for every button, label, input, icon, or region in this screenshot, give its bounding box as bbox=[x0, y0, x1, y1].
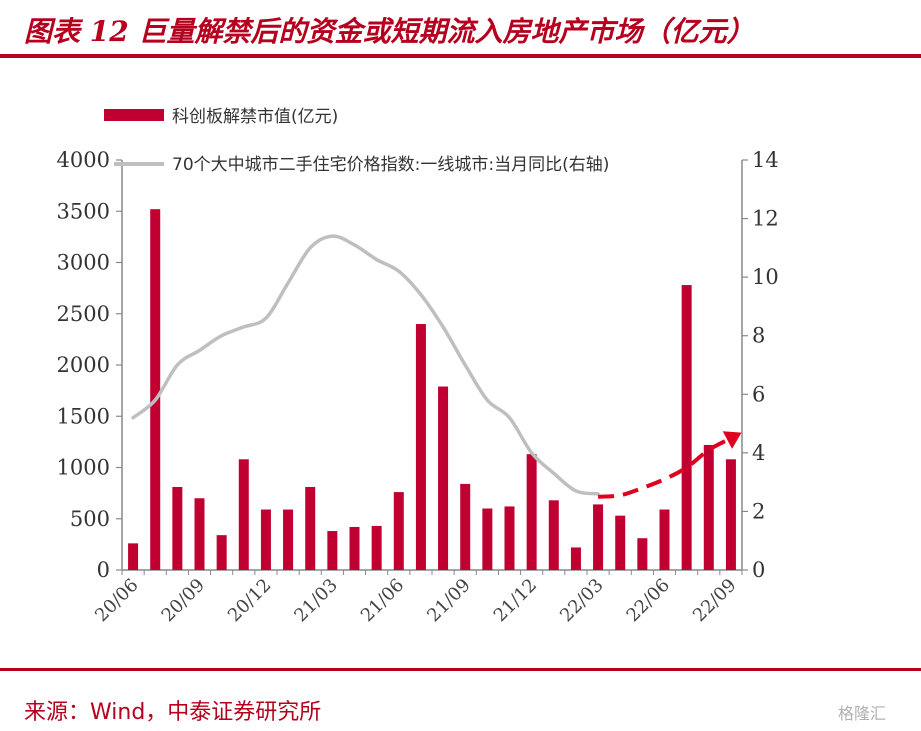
y-tick-label-left: 500 bbox=[70, 507, 110, 531]
y-tick-label-left: 2000 bbox=[57, 353, 110, 377]
legend-label-line: 70个大中城市二手住宅价格指数:一线城市:当月同比(右轴) bbox=[172, 155, 609, 175]
x-tick-label: 22/09 bbox=[689, 575, 741, 627]
bar bbox=[349, 526, 360, 570]
x-tick-label: 21/09 bbox=[423, 575, 475, 627]
bar bbox=[593, 504, 604, 570]
x-tick-label: 20/06 bbox=[91, 575, 143, 627]
bar bbox=[283, 509, 294, 570]
x-tick-label: 21/06 bbox=[357, 575, 409, 627]
bar bbox=[615, 515, 626, 570]
bar bbox=[637, 538, 648, 570]
y-tick-label-left: 3000 bbox=[57, 251, 110, 275]
y-tick-label-left: 1500 bbox=[57, 404, 110, 428]
bottom-rule bbox=[0, 668, 921, 671]
bar bbox=[305, 486, 316, 570]
bar bbox=[570, 547, 581, 570]
bar bbox=[371, 525, 382, 570]
bar bbox=[703, 444, 714, 570]
legend-swatch-bar bbox=[104, 109, 164, 121]
bar bbox=[216, 535, 227, 570]
y-tick-label-left: 1000 bbox=[57, 456, 110, 480]
title-bar: 图表 12 巨量解禁后的资金或短期流入房地产市场（亿元） bbox=[0, 0, 921, 58]
y-tick-label-right: 14 bbox=[752, 148, 779, 172]
bar bbox=[194, 498, 205, 570]
y-tick-label-right: 4 bbox=[752, 441, 765, 465]
y-tick-label-right: 8 bbox=[752, 324, 765, 348]
bar bbox=[150, 209, 161, 570]
y-tick-label-left: 0 bbox=[97, 558, 110, 582]
bar bbox=[238, 459, 249, 570]
x-tick-label: 20/09 bbox=[158, 575, 210, 627]
bar bbox=[504, 506, 515, 570]
bar bbox=[526, 454, 537, 570]
legend-label-bar: 科创板解禁市值(亿元) bbox=[172, 107, 338, 127]
x-tick-label: 22/03 bbox=[556, 575, 608, 627]
y-tick-label-right: 6 bbox=[752, 382, 765, 406]
source-note: 来源：Wind，中泰证券研究所 bbox=[24, 700, 322, 725]
y-tick-label-right: 10 bbox=[752, 265, 779, 289]
y-tick-label-right: 2 bbox=[752, 499, 765, 523]
bar bbox=[393, 492, 404, 570]
bar bbox=[172, 486, 183, 570]
trend-arrow-head bbox=[722, 431, 742, 449]
x-tick-label: 22/06 bbox=[623, 575, 675, 627]
bar bbox=[482, 508, 493, 570]
x-tick-label: 20/12 bbox=[224, 575, 276, 627]
bar bbox=[128, 543, 139, 570]
bar bbox=[725, 459, 736, 570]
chart-title: 图表 12 巨量解禁后的资金或短期流入房地产市场（亿元） bbox=[24, 15, 755, 48]
price-index-line bbox=[131, 234, 600, 496]
y-tick-label-left: 4000 bbox=[57, 148, 110, 172]
x-tick-label: 21/12 bbox=[490, 575, 542, 627]
bar bbox=[548, 500, 559, 570]
y-tick-label-right: 12 bbox=[752, 207, 779, 231]
bar bbox=[460, 483, 471, 570]
x-tick-label: 21/03 bbox=[290, 575, 342, 627]
bar bbox=[438, 386, 449, 570]
y-tick-label-right: 0 bbox=[752, 558, 765, 582]
bar bbox=[327, 531, 338, 570]
bar bbox=[681, 285, 692, 570]
y-tick-label-left: 3500 bbox=[57, 199, 110, 223]
bar bbox=[415, 324, 426, 570]
bar bbox=[659, 509, 670, 570]
y-tick-label-left: 2500 bbox=[57, 302, 110, 326]
watermark: 格隆汇 bbox=[838, 704, 887, 723]
bar bbox=[260, 509, 271, 570]
